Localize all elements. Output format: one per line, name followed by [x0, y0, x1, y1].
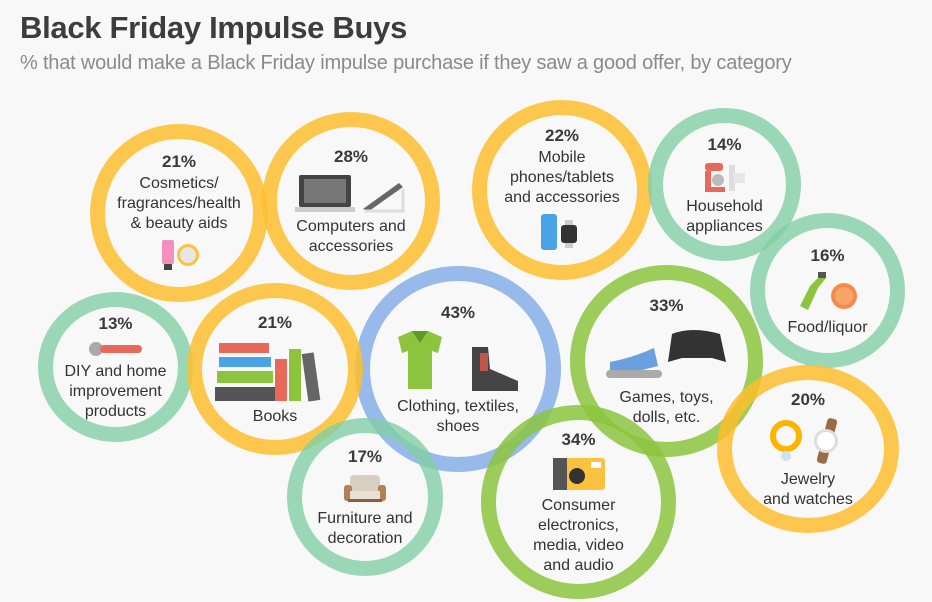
- bubble-diy: 13% DIY and home improvement products: [38, 292, 193, 442]
- shirt-boot-icon: [398, 331, 518, 391]
- value-label: 34%: [561, 430, 596, 449]
- laptop-icon: [295, 175, 405, 213]
- chart-subtitle: % that would make a Black Friday impulse…: [20, 52, 792, 74]
- category-label: Games, toys, dolls, etc.: [619, 389, 714, 426]
- bubble-furniture: 17% Furniture and decoration: [287, 418, 443, 576]
- value-label: 22%: [544, 126, 580, 145]
- bubble-food: 16% Food/liquor: [750, 213, 905, 368]
- toy-gamepad-icon: [605, 330, 726, 378]
- category-label: Cosmetics/ fragrances/health & beauty ai…: [117, 175, 241, 232]
- category-label: Mobile phones/tablets and accessories: [504, 149, 620, 206]
- category-label: DIY and home improvement products: [64, 363, 167, 420]
- value-label: 20%: [790, 390, 826, 409]
- books-icon: [215, 343, 321, 402]
- armchair-icon: [344, 475, 386, 502]
- category-label: Furniture and decoration: [317, 510, 413, 547]
- value-label: 13%: [98, 314, 133, 333]
- bubble-computers: 28% Computers and accessories: [262, 112, 440, 290]
- category-label: Books: [252, 408, 298, 425]
- category-label: Household appliances: [686, 197, 763, 235]
- bubble-cosmetics: 21% Cosmetics/ fragrances/health & beaut…: [90, 124, 268, 302]
- value-label: 28%: [333, 147, 369, 166]
- bubble-mobile: 22% Mobile phones/tablets and accessorie…: [472, 100, 652, 280]
- category-label: Jewelry and watches: [763, 471, 853, 508]
- category-label: Computers and accessories: [296, 218, 406, 255]
- bottle-pizza-icon: [799, 271, 857, 310]
- category-label: Food/liquor: [787, 318, 868, 336]
- camera-icon: [552, 458, 605, 490]
- jewelry-watch-icon: [770, 418, 838, 464]
- value-label: 16%: [810, 245, 845, 265]
- wrench-icon: [88, 342, 142, 356]
- category-label: Clothing, textiles, shoes: [397, 398, 519, 435]
- value-label: 43%: [440, 303, 476, 322]
- bubble-jewelry: 20% Jewelry and watches: [717, 365, 899, 533]
- value-label: 17%: [347, 447, 383, 466]
- value-label: 21%: [257, 313, 293, 332]
- value-label: 21%: [161, 152, 197, 171]
- phone-watch-icon: [541, 214, 577, 250]
- bubble-electronics: 34% Consumer electronics, media, video a…: [481, 405, 676, 599]
- mixer-icon: [704, 162, 745, 192]
- category-label: Consumer electronics, media, video and a…: [533, 497, 624, 574]
- chart-title: Black Friday Impulse Buys: [20, 10, 408, 45]
- value-label: 33%: [649, 296, 684, 315]
- value-label: 14%: [707, 134, 742, 154]
- cosmetics-icon: [162, 240, 199, 270]
